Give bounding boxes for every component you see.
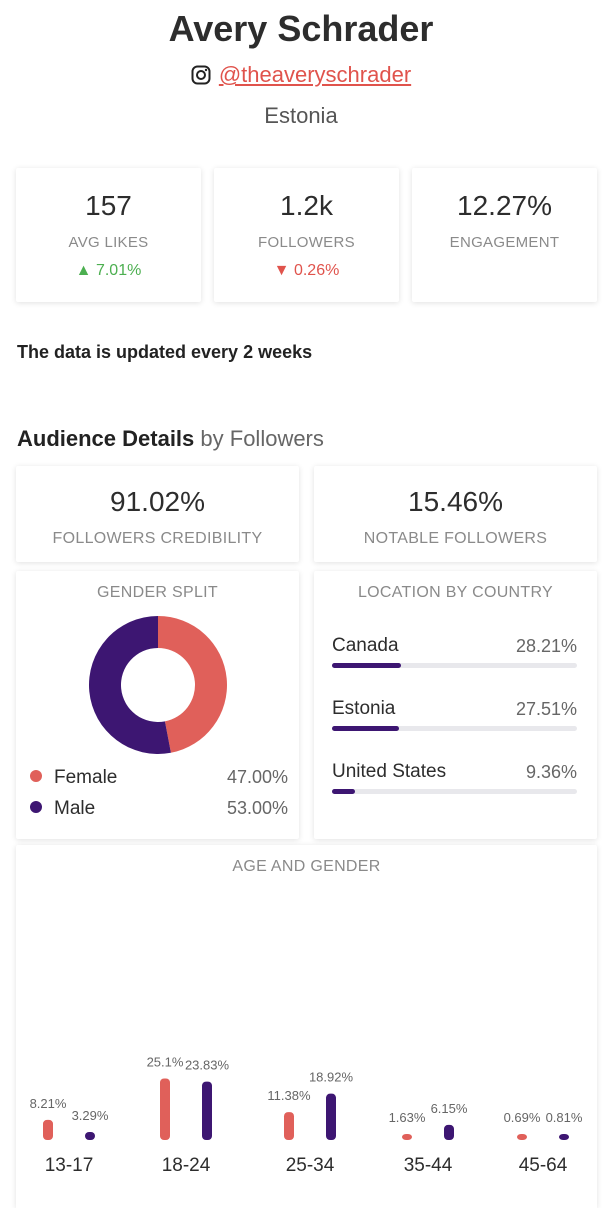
age-category-label: 18-24 [162, 1155, 211, 1176]
location-bar-track [332, 726, 577, 731]
stat-change-up: ▲ 7.01% [16, 262, 201, 280]
bar-value-label: 6.15% [431, 1101, 468, 1116]
legend-dot-female [30, 770, 42, 782]
donut-slice-female [158, 616, 228, 753]
stat-value: 1.2k [280, 190, 333, 221]
triangle-down-icon: ▼ [273, 262, 290, 279]
age-gender-title: AGE AND GENDER [232, 858, 381, 875]
bar-male-13-17 [85, 1131, 95, 1140]
bar-value-label: 0.69% [504, 1110, 541, 1125]
stat-card-followers: 1.2k FOLLOWERS ▼ 0.26% [214, 168, 399, 302]
legend-row-female: Female 47.00% [30, 767, 288, 789]
location-bar-track [332, 663, 577, 668]
location-name: United States [332, 761, 447, 782]
profile-country: Estonia [264, 103, 338, 128]
stat-card-engagement: 12.27% ENGAGEMENT [412, 168, 597, 302]
notable-value: 15.46% [408, 486, 503, 517]
location-pct: 27.51% [515, 699, 577, 719]
legend-label: Female [54, 767, 118, 788]
age-gender-chart: 8.21% 3.29% 13-17 25.1% 23.83% 18-24 11.38% 18.… [30, 1055, 583, 1176]
location-bar-track [332, 789, 577, 794]
credibility-card: 91.02% FOLLOWERS CREDIBILITY [16, 466, 299, 562]
location-bar-fill [332, 789, 355, 794]
audience-title: Audience Details [17, 426, 195, 451]
location-row: United States 9.36% [332, 761, 577, 801]
gender-split-title: GENDER SPLIT [97, 584, 218, 601]
gender-donut-chart [89, 616, 228, 754]
stat-value: 12.27% [457, 190, 552, 221]
location-pct: 28.21% [515, 636, 577, 656]
location-row: Estonia 27.51% [332, 698, 577, 738]
stat-label: AVG LIKES [68, 234, 149, 251]
bar-male-18-24 [202, 1081, 212, 1140]
stat-change-value: 7.01% [95, 262, 142, 279]
bar-value-label: 3.29% [72, 1108, 109, 1123]
profile-name: Avery Schrader [168, 8, 434, 49]
stat-change-value: 0.26% [293, 262, 340, 279]
instagram-icon [191, 65, 211, 85]
location-bar-fill [332, 726, 400, 731]
location-bar-fill [332, 663, 402, 668]
credibility-value: 91.02% [110, 486, 205, 517]
bar-value-label: 8.21% [30, 1096, 67, 1111]
bar-male-25-34 [326, 1093, 336, 1140]
age-category-label: 35-44 [404, 1155, 453, 1176]
legend-dot-male [30, 801, 42, 813]
bar-male-45-64 [559, 1134, 569, 1140]
credibility-label: FOLLOWERS CREDIBILITY [52, 530, 263, 547]
age-category-label: 25-34 [286, 1155, 335, 1176]
audience-subtitle: by Followers [200, 426, 324, 451]
stat-label: FOLLOWERS [258, 234, 355, 251]
location-pct: 9.36% [525, 762, 577, 782]
bar-female-45-64 [517, 1134, 527, 1140]
location-name: Canada [332, 635, 399, 656]
legend-row-male: Male 53.00% [30, 798, 288, 820]
bar-female-18-24 [160, 1078, 170, 1140]
donut-slice-male [89, 616, 171, 754]
bar-male-35-44 [444, 1124, 454, 1140]
bar-female-35-44 [402, 1134, 412, 1140]
bar-female-13-17 [43, 1119, 53, 1140]
bar-value-label: 0.81% [546, 1110, 583, 1125]
bar-value-label: 1.63% [389, 1110, 426, 1125]
legend-label: Male [54, 798, 96, 819]
location-card: LOCATION BY COUNTRY Canada 28.21% Estonia 2… [314, 571, 597, 839]
bar-value-label: 25.1% [147, 1055, 184, 1070]
legend-pct: 53.00% [226, 798, 288, 818]
triangle-up-icon: ▲ [75, 262, 92, 279]
location-name: Estonia [332, 698, 396, 719]
location-row: Canada 28.21% [332, 635, 577, 675]
bar-value-label: 18.92% [309, 1070, 354, 1085]
stat-card-avg-likes: 157 AVG LIKES ▲ 7.01% [16, 168, 201, 302]
bar-value-label: 23.83% [185, 1058, 230, 1073]
location-title: LOCATION BY COUNTRY [357, 584, 554, 601]
age-category-label: 45-64 [519, 1155, 568, 1176]
audience-heading: Audience Details by Followers [17, 426, 324, 452]
gender-split-card: GENDER SPLIT Female 47.00% Male 53.00% [16, 571, 299, 839]
update-note: The data is updated every 2 weeks [17, 342, 313, 362]
stat-label: ENGAGEMENT [449, 234, 560, 251]
profile-handle-link[interactable]: @theaveryschrader [218, 62, 412, 87]
age-category-label: 13-17 [45, 1155, 94, 1176]
stat-value: 157 [85, 190, 132, 221]
notable-label: NOTABLE FOLLOWERS [363, 530, 548, 547]
age-gender-card: AGE AND GENDER 8.21% 3.29% 13-17 25.1% 23.83… [16, 845, 597, 1208]
legend-pct: 47.00% [226, 767, 288, 787]
profile-handle-row: @theaveryschrader [0, 62, 602, 88]
stat-change-down: ▼ 0.26% [214, 262, 399, 280]
notable-card: 15.46% NOTABLE FOLLOWERS [314, 466, 597, 562]
bar-value-label: 11.38% [267, 1088, 311, 1103]
bar-female-25-34 [284, 1112, 294, 1140]
